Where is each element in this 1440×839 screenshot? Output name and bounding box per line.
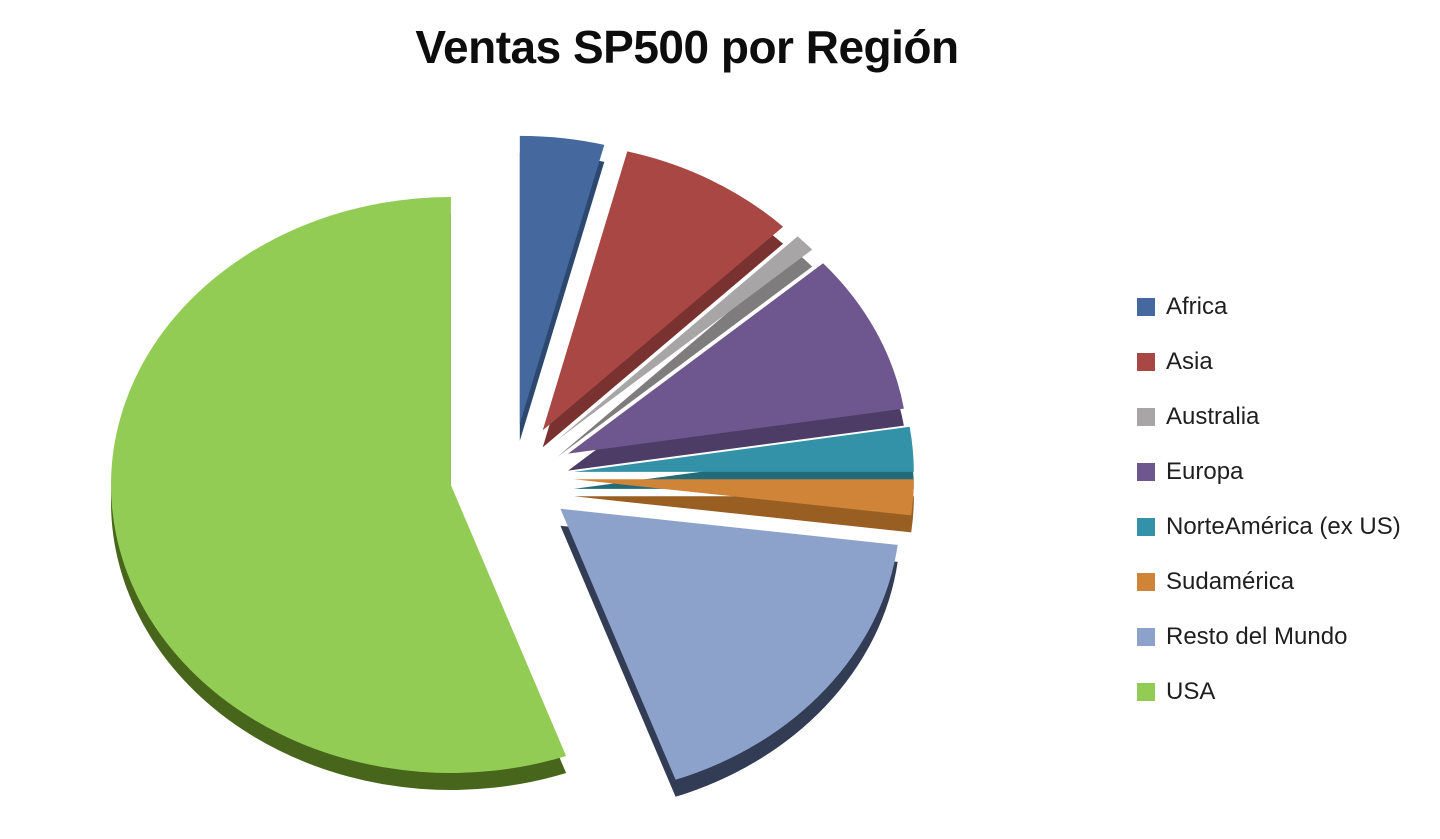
legend-swatch-usa (1137, 682, 1155, 701)
legend-label: USA (1166, 678, 1216, 705)
legend: Africa Asia Australia Europa NorteAmérica (e… (1137, 292, 1401, 706)
pie-slice-sudamerica[interactable] (573, 479, 914, 516)
pie-slice-norteamerica-ex-us[interactable] (573, 426, 914, 472)
legend-label: Resto del Mundo (1166, 623, 1348, 650)
legend-item-europa[interactable]: Europa (1137, 457, 1401, 486)
legend-item-australia[interactable]: Australia (1137, 402, 1401, 431)
pie-slice-usa[interactable] (111, 197, 567, 773)
legend-label: Asia (1166, 348, 1213, 375)
pie-slice-australia[interactable] (557, 236, 813, 440)
legend-swatch-norteamerica-ex-us (1137, 517, 1155, 536)
legend-swatch-europa (1137, 462, 1155, 481)
legend-swatch-asia (1137, 352, 1155, 371)
pie-slice-resto-del-mundo[interactable] (560, 508, 898, 780)
legend-label: Europa (1166, 458, 1244, 485)
pie-slice-side-australia (557, 253, 813, 457)
pie-slice-asia[interactable] (542, 151, 784, 431)
legend-item-usa[interactable]: USA (1137, 677, 1401, 706)
legend-label: Australia (1166, 403, 1260, 430)
legend-item-norteamerica-ex-us[interactable]: NorteAmérica (ex US) (1137, 512, 1401, 541)
legend-item-sudamerica[interactable]: Sudamérica (1137, 567, 1401, 596)
legend-label: Africa (1166, 293, 1228, 320)
legend-swatch-sudamerica (1137, 572, 1155, 591)
pie-slice-europa[interactable] (568, 263, 904, 454)
legend-item-resto-del-mundo[interactable]: Resto del Mundo (1137, 622, 1401, 651)
pie-slice-africa[interactable] (519, 135, 605, 424)
legend-swatch-africa (1137, 297, 1155, 316)
legend-label: NorteAmérica (ex US) (1166, 513, 1401, 540)
legend-item-africa[interactable]: Africa (1137, 292, 1401, 321)
chart-title: Ventas SP500 por Región (415, 21, 959, 73)
legend-swatch-australia (1137, 407, 1155, 426)
legend-item-asia[interactable]: Asia (1137, 347, 1401, 376)
legend-swatch-resto-del-mundo (1137, 627, 1155, 646)
legend-label: Sudamérica (1166, 568, 1295, 595)
